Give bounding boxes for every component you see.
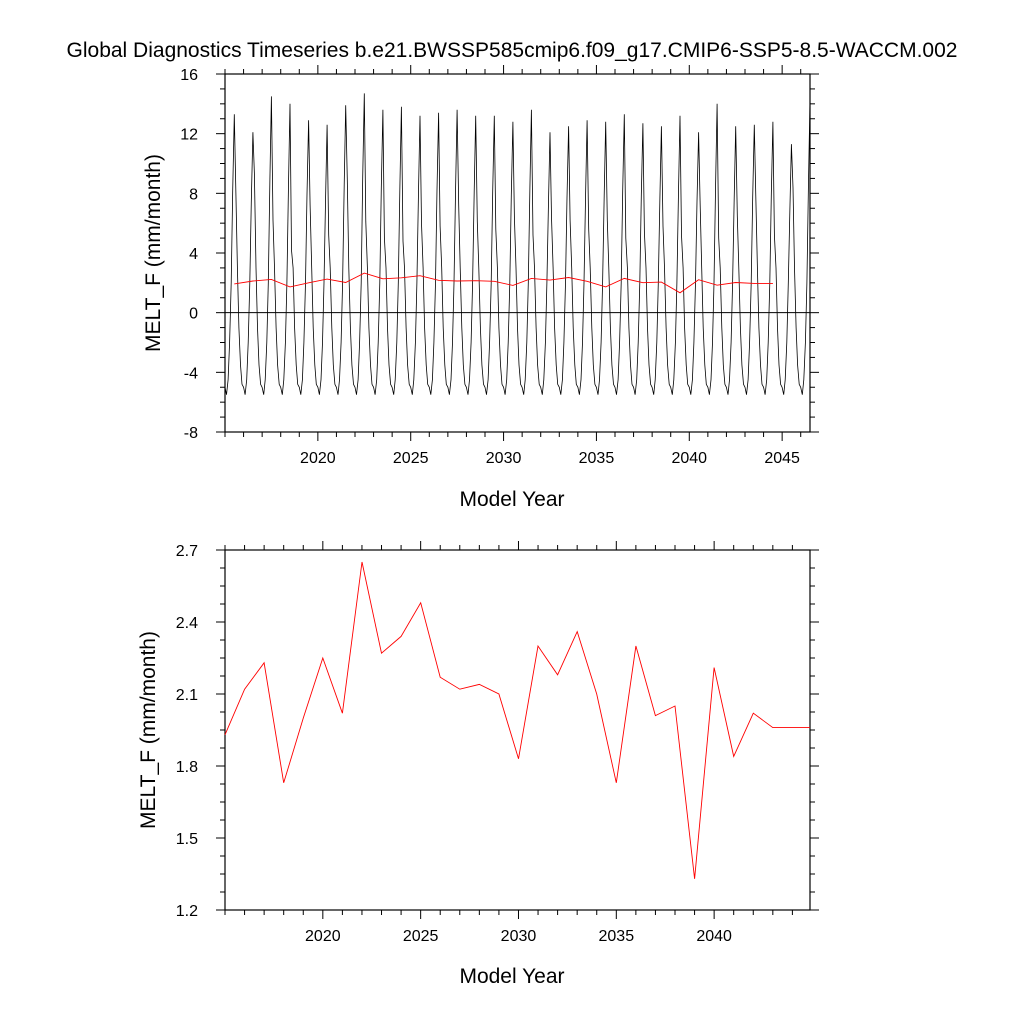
top-y-tick-label: 16 xyxy=(180,67,198,84)
bottom-y-tick-label: 2.1 xyxy=(176,687,198,704)
top-x-axis-label: Model Year xyxy=(459,488,564,511)
top-x-tick-label: 2035 xyxy=(579,450,615,467)
top-series-line-0 xyxy=(224,93,811,395)
top-y-tick-label: 12 xyxy=(180,127,198,144)
top-plot-frame xyxy=(224,73,811,433)
bottom-panel: 2020 2025 2030 2035 2040 1.2 1.5 1.8 2.1 2.4 2.7 M… xyxy=(137,541,819,988)
bottom-x-tick-label: 2025 xyxy=(403,928,439,945)
bottom-y-tick-label: 1.8 xyxy=(176,759,198,776)
bottom-x-tick-label: 2020 xyxy=(305,928,341,945)
top-plot-area: 2020 2025 2030 2035 2040 2045 -8 -4 0 4 8 12 16 xyxy=(180,65,819,467)
bottom-y-tick-label: 2.7 xyxy=(176,543,198,560)
bottom-plot-area: 2020 2025 2030 2035 2040 1.2 1.5 1.8 2.1 2.4 2.7 xyxy=(176,541,819,945)
top-series-line-1 xyxy=(234,272,773,294)
bottom-x-tick-label: 2030 xyxy=(501,928,537,945)
bottom-plot-frame xyxy=(224,549,811,911)
chart-title: Global Diagnostics Timeseries b.e21.BWSS… xyxy=(67,39,958,62)
top-x-tick-label: 2030 xyxy=(486,450,522,467)
top-panel: 2020 2025 2030 2035 2040 2045 -8 -4 0 4 8 12 16 Mode… xyxy=(142,65,819,511)
top-x-tick-label: 2040 xyxy=(671,450,707,467)
top-y-tick-label: 8 xyxy=(189,186,198,203)
top-y-tick-label: -8 xyxy=(184,425,198,442)
bottom-y-tick-label: 2.4 xyxy=(176,615,198,632)
bottom-y-axis-label: MELT_F (mm/month) xyxy=(137,631,160,829)
bottom-x-axis-label: Model Year xyxy=(459,965,564,988)
top-x-tick-label: 2045 xyxy=(764,450,800,467)
bottom-x-tick-label: 2040 xyxy=(696,928,732,945)
top-y-tick-label: -4 xyxy=(184,365,198,382)
top-y-axis-label: MELT_F (mm/month) xyxy=(142,154,165,352)
bottom-y-tick-label: 1.2 xyxy=(176,903,198,920)
top-x-tick-label: 2020 xyxy=(300,450,336,467)
top-y-tick-label: 4 xyxy=(189,246,198,263)
bottom-x-tick-label: 2035 xyxy=(599,928,635,945)
top-x-tick-label: 2025 xyxy=(393,450,429,467)
bottom-series-line-0 xyxy=(224,561,810,879)
bottom-y-tick-label: 1.5 xyxy=(176,831,198,848)
top-y-tick-label: 0 xyxy=(189,306,198,323)
